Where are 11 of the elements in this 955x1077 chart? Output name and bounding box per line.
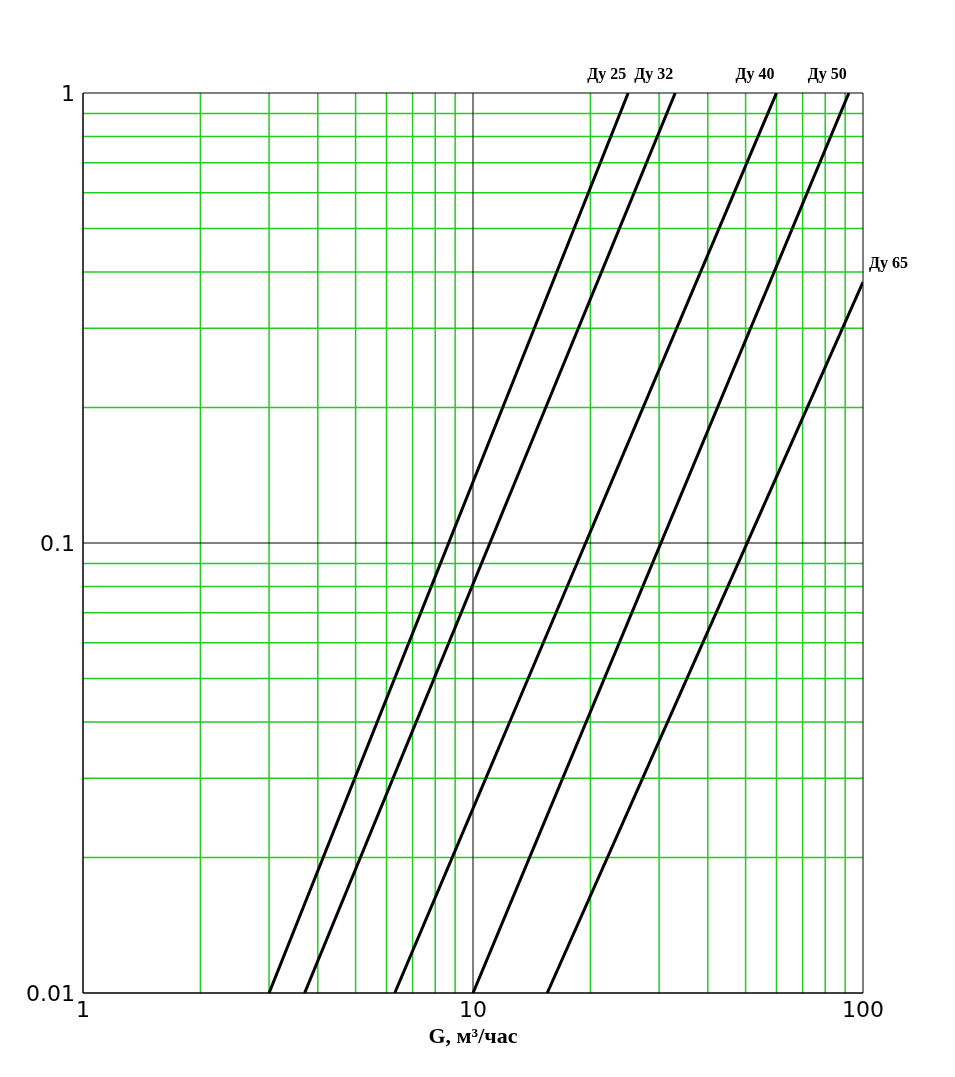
- y-tick-label: 1: [61, 80, 75, 106]
- y-tick-label: 0.01: [26, 980, 75, 1006]
- series-label: Ду 32: [634, 65, 674, 83]
- x-axis-title: G, м³/час: [428, 1023, 518, 1048]
- series-label: Ду 50: [807, 65, 847, 83]
- x-tick-label: 100: [842, 996, 884, 1022]
- y-tick-label: 0.1: [40, 530, 75, 556]
- x-tick-label: 10: [459, 996, 487, 1022]
- series-label: Ду 25: [587, 65, 627, 83]
- series-label: Ду 40: [735, 65, 775, 83]
- series-label: Ду 65: [869, 254, 909, 273]
